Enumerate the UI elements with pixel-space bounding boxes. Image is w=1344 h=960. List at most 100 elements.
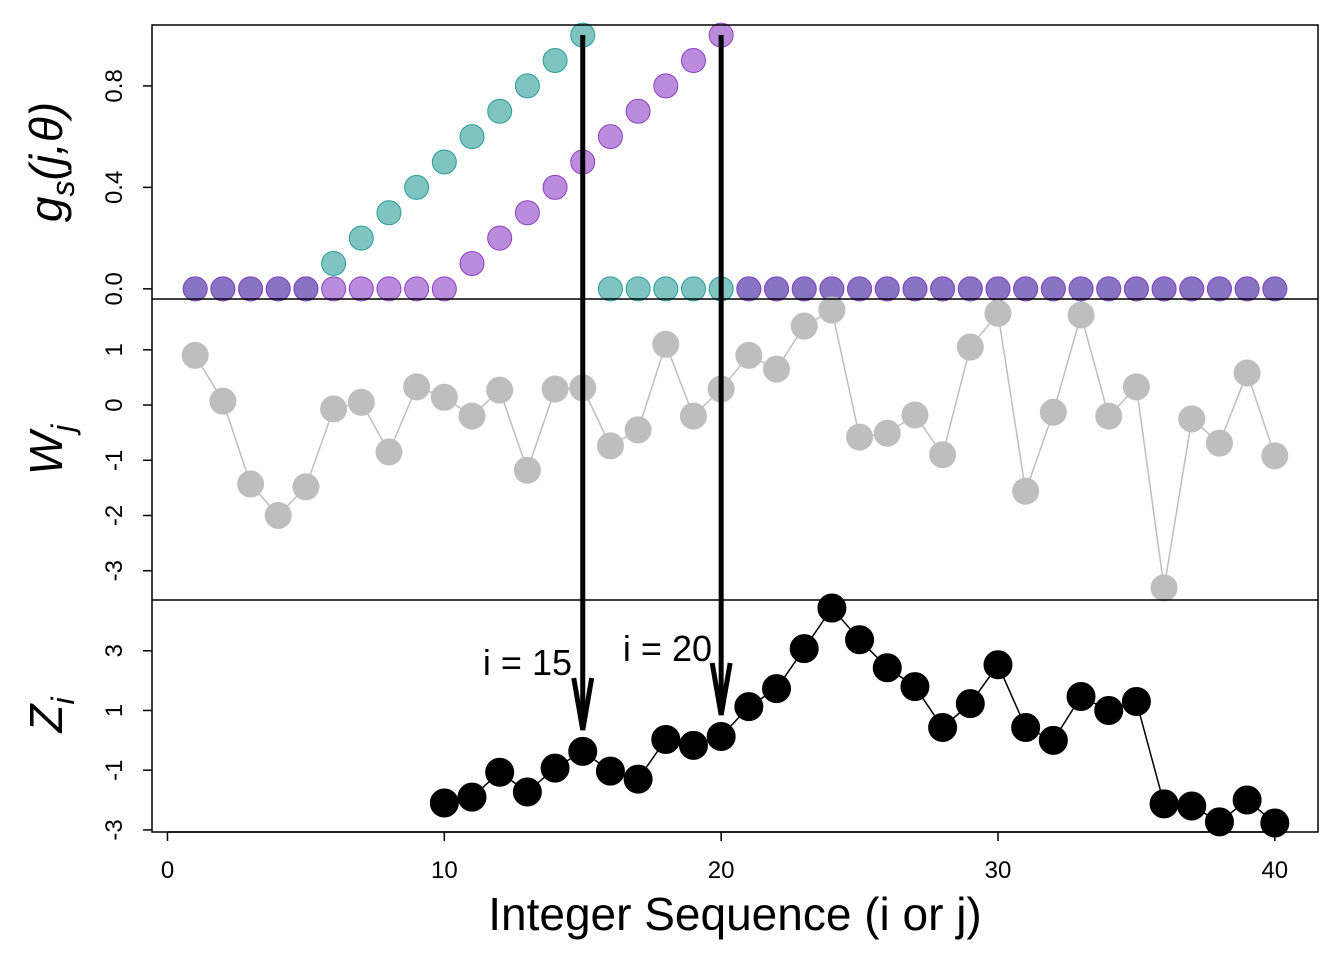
data-point <box>957 276 983 302</box>
data-point <box>321 276 347 302</box>
data-point <box>376 276 402 302</box>
data-point <box>1068 276 1094 302</box>
data-point <box>736 276 762 302</box>
data-point <box>1232 785 1262 815</box>
data-point <box>542 174 568 200</box>
data-point <box>514 200 540 226</box>
data-point <box>983 650 1013 680</box>
data-point <box>735 341 763 369</box>
data-point <box>872 653 902 683</box>
y-label-suffix: (j,θ) <box>20 102 72 181</box>
data-point <box>985 276 1011 302</box>
series-line <box>194 308 1276 588</box>
data-point <box>874 276 900 302</box>
data-point <box>597 276 623 302</box>
data-point <box>375 438 403 466</box>
data-point <box>431 276 457 302</box>
data-point <box>540 753 570 783</box>
x-axis-label: Integer Sequence (i or j) <box>488 888 982 940</box>
data-point <box>929 441 957 469</box>
data-point <box>790 312 818 340</box>
data-point <box>873 419 901 447</box>
data-point <box>1123 276 1149 302</box>
data-point <box>928 712 958 742</box>
data-point <box>487 98 513 124</box>
data-point <box>457 782 487 812</box>
data-point <box>734 692 764 722</box>
data-point <box>541 375 569 403</box>
data-point <box>1066 681 1096 711</box>
data-point <box>348 276 374 302</box>
data-point <box>930 276 956 302</box>
y-tick-label: -3 <box>101 560 128 581</box>
data-point <box>789 634 819 664</box>
data-point <box>459 250 485 276</box>
y-tick-label: 0.4 <box>101 171 128 204</box>
data-point <box>238 276 264 302</box>
data-point <box>625 98 651 124</box>
data-point <box>817 593 847 623</box>
data-point <box>293 276 319 302</box>
data-point <box>706 721 736 751</box>
data-point <box>1039 398 1067 426</box>
data-point <box>597 124 623 150</box>
data-point <box>320 395 348 423</box>
data-point <box>1149 789 1179 819</box>
data-point <box>901 401 929 429</box>
data-point <box>1095 402 1123 430</box>
data-point <box>596 432 624 460</box>
y-label-main: Z <box>20 703 72 734</box>
data-point <box>847 276 873 302</box>
y-tick-label: 3 <box>101 644 128 657</box>
data-point <box>624 416 652 444</box>
data-point <box>486 376 514 404</box>
data-point <box>459 124 485 150</box>
data-point <box>900 672 930 702</box>
y-axis-label: gs(j,θ) <box>20 102 81 222</box>
y-tick-label: -1 <box>101 450 128 471</box>
data-point <box>680 48 706 74</box>
data-point <box>956 333 984 361</box>
data-point <box>1094 695 1124 725</box>
data-point <box>1179 276 1205 302</box>
data-point <box>1177 791 1207 821</box>
y-label-main: W <box>20 427 72 475</box>
arrow-head <box>709 662 733 716</box>
data-point <box>623 764 653 794</box>
y-tick-label: 1 <box>101 343 128 356</box>
data-point <box>542 48 568 74</box>
y-tick-label: -3 <box>101 819 128 840</box>
data-point <box>429 788 459 818</box>
y-axis-label: Zi <box>20 697 81 734</box>
data-point <box>651 724 681 754</box>
data-point <box>1205 429 1233 457</box>
data-point <box>210 276 236 302</box>
data-point <box>1204 807 1234 837</box>
y-tick-label: 1 <box>101 704 128 717</box>
data-point <box>485 757 515 787</box>
annotation: i = 20 <box>623 628 712 669</box>
data-point <box>984 299 1012 327</box>
data-point <box>846 423 874 451</box>
data-point <box>1233 359 1261 387</box>
arrow-head <box>571 677 595 731</box>
data-point <box>762 674 792 704</box>
y-tick-label: 0 <box>101 398 128 411</box>
data-point <box>404 276 430 302</box>
data-point <box>1038 725 1068 755</box>
x-tick-label: 40 <box>1261 857 1288 884</box>
data-point <box>404 174 430 200</box>
y-label-main: g <box>20 196 72 222</box>
data-point <box>430 383 458 411</box>
data-point <box>902 276 928 302</box>
data-point <box>1178 405 1206 433</box>
y-tick-label: -1 <box>101 760 128 781</box>
data-point <box>653 73 679 99</box>
data-point <box>679 402 707 430</box>
data-point <box>403 373 431 401</box>
data-point <box>1011 712 1041 742</box>
y-axis-label: Wj <box>20 424 81 475</box>
data-point <box>458 402 486 430</box>
data-point <box>1013 276 1039 302</box>
